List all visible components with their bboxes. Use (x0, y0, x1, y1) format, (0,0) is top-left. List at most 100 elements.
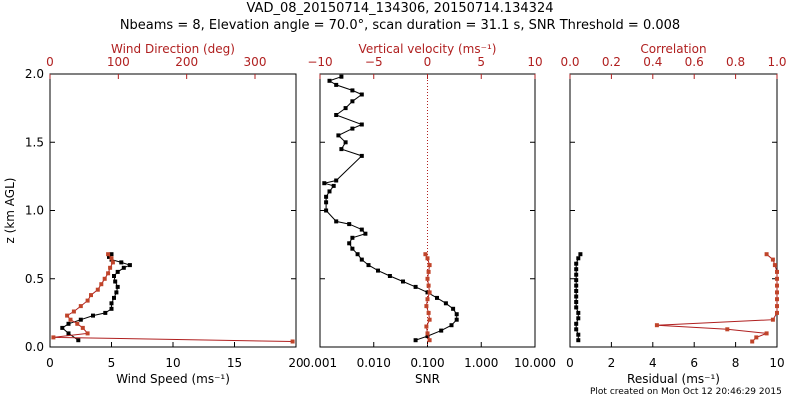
chart-title-line2: Nbeams = 8, Elevation angle = 70.0°, sca… (119, 18, 681, 33)
panel-2-series-1-point (449, 323, 454, 328)
bottom-tick-label: 4 (649, 356, 657, 370)
panel-2-series-1-point (435, 295, 439, 300)
panel-3-series-2-point (725, 327, 730, 332)
panel-2-series-2-point (425, 297, 430, 302)
panel-2-series-1-point (324, 208, 329, 213)
top-tick-label: 0 (46, 55, 54, 69)
bottom-tick-label: 10 (165, 356, 180, 370)
panel-2-series-2-point (425, 256, 430, 261)
panel-3-frame (569, 73, 778, 348)
top-tick-label: 300 (244, 55, 267, 69)
panel-2-series-1-point (324, 200, 329, 205)
panel-1-series-2-point (68, 317, 73, 322)
panel-2-series-1-point (334, 219, 339, 224)
panel-2-series-1-point (451, 306, 456, 311)
panel-3-series-1-point (576, 316, 581, 321)
top-tick-label: −10 (307, 55, 332, 69)
panel-3-series-2-point (775, 290, 779, 295)
panel-1-series-1-point (60, 325, 65, 330)
panel-3-series-1-point (574, 321, 579, 326)
panel-1-series-1-point (121, 265, 126, 270)
panel-2-series-1-point (339, 147, 344, 152)
panel-3-series-2-point (775, 276, 779, 281)
y-axis-label: z (km AGL) (3, 178, 17, 244)
panel-2-series-1-point (425, 334, 430, 339)
panel-1-series-2-point (51, 335, 56, 340)
panel-2-series-1-point (387, 274, 392, 278)
panel-1-series-2-point (106, 252, 111, 257)
panel-1-series-2-point (85, 298, 90, 303)
panel-3-series-2-point (772, 263, 777, 268)
panel-2-series-1-point (334, 113, 339, 117)
panel-2-series-1-point (454, 312, 459, 317)
panel-3-series-1-point (574, 278, 579, 283)
top-tick-label: 10 (527, 55, 542, 69)
panel-2-series-1-point (350, 88, 355, 93)
panel-2-series-2-point (426, 269, 431, 274)
top-axis-label: Wind Direction (deg) (111, 42, 235, 56)
panel-3-series-2-point (775, 283, 779, 288)
bottom-tick-label: 8 (732, 356, 740, 370)
panel-1-series-1-point (113, 279, 118, 284)
panel-3-series-1-point (576, 256, 581, 261)
panel-3-series-1-point (574, 267, 579, 272)
panel-1-series-1-point (115, 269, 120, 274)
bottom-tick-label: 6 (690, 356, 698, 370)
panel-2-series-1-point (355, 252, 360, 257)
panel-3-series-2-point (775, 304, 779, 309)
top-tick-label: −5 (365, 55, 383, 69)
panel-2-series-1-point (347, 222, 352, 227)
panel-2-series-2-point (427, 263, 432, 268)
top-axis-label: Vertical velocity (ms⁻¹) (359, 42, 497, 56)
panel-2-series-1-point (413, 338, 418, 343)
panel-1-series-1-point (91, 313, 95, 318)
panel-1-series-2-point (99, 282, 104, 287)
panel-1-series-2-point (109, 256, 114, 261)
panel-3-series-2-point (775, 297, 779, 302)
y-tick-label: 0.0 (25, 340, 44, 354)
panel-3-series-2-point (770, 257, 775, 262)
panel-2-series-1-point (439, 328, 444, 333)
panel-1-series-1-point (112, 274, 116, 278)
bottom-tick-label: 20 (288, 356, 303, 370)
panel-2-series-1-point (359, 92, 364, 97)
bottom-tick-label: 0.001 (303, 356, 337, 370)
panel-3-series-1-point (574, 327, 579, 332)
panel-3-series-2-point (770, 317, 775, 322)
panel-2-series-1-point (350, 99, 355, 104)
panel-3-series-1-point (576, 338, 581, 343)
y-tick-label: 1.5 (25, 135, 44, 149)
top-tick-label: 0.4 (643, 55, 662, 69)
bottom-tick-label: 10.000 (514, 356, 556, 370)
panel-1-series-1-point (112, 295, 116, 300)
panel-2-series-1-point (359, 227, 364, 232)
panel-1-series-2-point (71, 309, 76, 314)
top-tick-label: 0.8 (726, 55, 745, 69)
panel-1-series-2-point (78, 304, 83, 309)
panel-2-series-1-point (350, 126, 355, 131)
panel-3-series-1-point (574, 300, 579, 304)
top-tick-label: 1.0 (767, 55, 786, 69)
bottom-tick-label: 15 (227, 356, 242, 370)
panel-3-series-1-point (574, 305, 579, 310)
panel-2-series-1-point (454, 317, 459, 322)
top-axis-label: Correlation (640, 42, 706, 56)
panel-2-series-1-point (334, 178, 339, 183)
panel-1-series-1-point (103, 310, 108, 315)
panel-2-series-1-point (322, 181, 327, 186)
panel-2-series-2-point (427, 290, 432, 295)
bottom-tick-label: 10 (769, 356, 784, 370)
panel-2-series-1-point (359, 153, 364, 158)
bottom-tick-label: 0.010 (357, 356, 391, 370)
top-tick-label: 0.2 (602, 55, 621, 69)
panel-1-series-1-point (109, 306, 114, 311)
panel-3-series-2-point (654, 323, 659, 328)
panel-2-series-2-point (425, 276, 430, 281)
top-tick-label: 0 (424, 55, 432, 69)
panel-1-series-2-point (110, 260, 115, 265)
bottom-axis-label: Wind Speed (ms⁻¹) (116, 372, 230, 386)
panel-1-series-1-point (114, 290, 119, 295)
panel-1-frame (49, 73, 297, 348)
panel-2-series-1-point (327, 189, 332, 194)
panel-3-series-1-point (574, 289, 579, 293)
